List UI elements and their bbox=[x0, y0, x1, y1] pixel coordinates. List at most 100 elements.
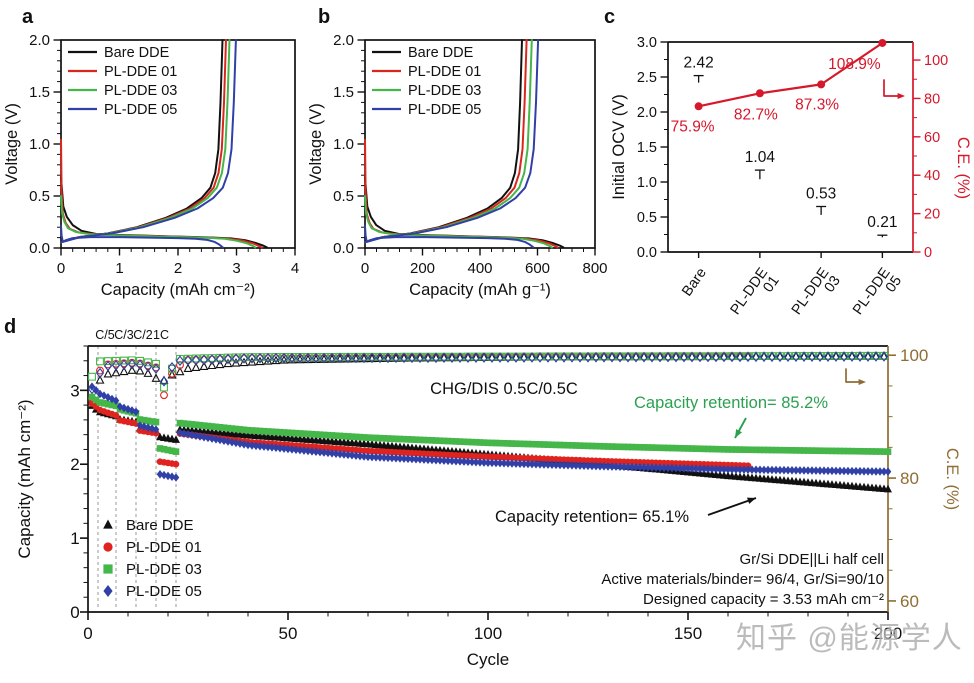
y-tick-label: 0.5 bbox=[29, 188, 50, 205]
ocv-tick-label: 1.0 bbox=[637, 175, 657, 191]
right-y-axis-title: C.E. (%) bbox=[954, 137, 972, 199]
legend-b: Bare DDE PL-DDE 01 PL-DDE 03 PL-DDE 05 bbox=[372, 45, 481, 118]
category-label: PL-DDE bbox=[728, 265, 772, 318]
ocv-tick-label: 2.0 bbox=[637, 105, 657, 121]
ce-point bbox=[878, 38, 887, 47]
x-axis-title: Capacity (mAh cm⁻²) bbox=[101, 281, 255, 299]
y-tick-label: 0.0 bbox=[29, 240, 50, 257]
x-tick-label: 0 bbox=[83, 624, 92, 643]
y-tick-label: 1.0 bbox=[333, 136, 354, 153]
ocv-value-label: 1.04 bbox=[745, 149, 776, 166]
ce-value-label: 87.3% bbox=[795, 96, 839, 113]
legend-label: PL-DDE 05 bbox=[104, 102, 177, 118]
legend-label: PL-DDE 01 bbox=[126, 539, 202, 556]
y-tick-label: 2 bbox=[70, 455, 79, 474]
axes-a: 0 1 2 3 4 0.0 0.5 1.0 1.5 2.0 bbox=[29, 32, 299, 277]
ocv-tick-label: 0.5 bbox=[637, 210, 657, 226]
watermark: 知乎 @能源学人 bbox=[736, 622, 963, 655]
ce-point bbox=[694, 102, 703, 111]
y-axis-title: Capacity (mAh cm⁻²) bbox=[15, 399, 34, 558]
legend-a: Bare DDE PL-DDE 01 PL-DDE 03 PL-DDE 05 bbox=[68, 45, 177, 118]
ce-line: 75.9% 82.7% 87.3% 108.9% bbox=[671, 38, 887, 135]
legend-label: PL-DDE 01 bbox=[408, 64, 481, 80]
ce-value-label: 108.9% bbox=[828, 56, 881, 73]
series-pl-dde-05 bbox=[364, 39, 540, 249]
legend-label: PL-DDE 03 bbox=[104, 83, 177, 99]
retention-black-annotation: Capacity retention= 65.1% bbox=[495, 508, 689, 526]
panel-a: 0 1 2 3 4 0.0 0.5 1.0 1.5 2.0 Capacity (mAh cm⁻²) V… bbox=[3, 32, 299, 299]
cell-info-line: Active materials/binder= 96/4, Gr/Si=90/… bbox=[601, 571, 884, 588]
axes-d: 0 50 100 150 200 0 1 2 3 60 80 100 bbox=[70, 345, 928, 643]
ce-point bbox=[755, 89, 764, 98]
ocv-tick-label: 1.5 bbox=[637, 140, 657, 156]
condition-annotation: CHG/DIS 0.5C/0.5C bbox=[430, 380, 578, 398]
x-tick-label: 50 bbox=[279, 624, 298, 643]
legend-label: Bare DDE bbox=[104, 45, 170, 61]
legend-label: PL-DDE 05 bbox=[408, 102, 481, 118]
x-tick-label: 0 bbox=[361, 260, 369, 277]
ocv-tick-label: 2.5 bbox=[637, 70, 657, 86]
x-tick-label: 1 bbox=[115, 260, 123, 277]
legend-label: PL-DDE 01 bbox=[104, 64, 177, 80]
capacity-series-pl-dde-05 bbox=[88, 382, 892, 482]
ce-tick-label: 40 bbox=[924, 168, 940, 184]
ocv-tick-label: 0.0 bbox=[637, 245, 657, 261]
ce-point bbox=[817, 80, 826, 89]
ce-value-label: 82.7% bbox=[734, 106, 778, 123]
ce-tick-label: 0 bbox=[924, 245, 932, 261]
ocv-value-label: 0.53 bbox=[806, 186, 836, 203]
ocv-bars: 2.42Bare1.04PL-DDE010.53PL-DDE030.21PL-D… bbox=[679, 55, 905, 318]
ocv-value-label: 0.21 bbox=[867, 214, 897, 231]
legend-label: Bare DDE bbox=[126, 517, 194, 534]
panel-c-label: c bbox=[604, 6, 616, 28]
panel-d: C/5 C/3 C/2 1C 0 50 100 150 200 0 1 2 3 60 80 100 Bare D… bbox=[15, 328, 961, 669]
y-tick-label: 2.0 bbox=[29, 32, 50, 49]
y-tick-label: 1.5 bbox=[333, 84, 354, 101]
category-label: 05 bbox=[883, 273, 905, 295]
legend-label: PL-DDE 05 bbox=[126, 583, 202, 600]
ce-tick-label: 100 bbox=[924, 53, 948, 69]
y-tick-label: 0.0 bbox=[333, 240, 354, 257]
ocv-tick-label: 3.0 bbox=[637, 35, 657, 51]
y-tick-label: 3 bbox=[70, 381, 79, 400]
category-label: PL-DDE bbox=[789, 265, 833, 318]
x-axis-title: Capacity (mAh g⁻¹) bbox=[409, 281, 551, 299]
ce-tick-label: 60 bbox=[924, 130, 940, 146]
ce-tick-label: 80 bbox=[900, 469, 919, 488]
x-tick-label: 200 bbox=[410, 260, 435, 277]
panel-d-label: d bbox=[4, 316, 17, 338]
ce-tick-label: 60 bbox=[900, 592, 919, 611]
rate-label: C/3 bbox=[114, 328, 134, 342]
ce-tick-label: 80 bbox=[924, 91, 940, 107]
panel-c: 0.0 0.5 1.0 1.5 2.0 2.5 3.0 0 20 40 60 80 100 2.42 Bar… bbox=[610, 35, 972, 318]
x-axis-title: Cycle bbox=[467, 650, 510, 669]
legend-label: PL-DDE 03 bbox=[126, 561, 202, 578]
x-tick-label: 400 bbox=[467, 260, 492, 277]
x-tick-label: 100 bbox=[474, 624, 502, 643]
category-label: 01 bbox=[760, 273, 782, 295]
panel-a-label: a bbox=[22, 6, 34, 28]
x-tick-label: 150 bbox=[674, 624, 702, 643]
ce-tick-label: 100 bbox=[900, 346, 928, 365]
y-axis-title: Voltage (V) bbox=[3, 103, 21, 185]
capacity-series-pl-dde-03 bbox=[88, 393, 892, 455]
ocv-value-label: 2.42 bbox=[684, 55, 714, 72]
y-tick-label: 0 bbox=[70, 603, 79, 622]
ce-value-label: 75.9% bbox=[671, 118, 715, 135]
y-tick-label: 1 bbox=[70, 529, 79, 548]
x-tick-label: 800 bbox=[582, 260, 607, 277]
axes-b: 0 200 400 600 800 0.0 0.5 1.0 1.5 2.0 bbox=[333, 32, 607, 277]
y-axis-title: Initial OCV (V) bbox=[610, 94, 628, 199]
x-tick-label: 3 bbox=[232, 260, 240, 277]
category-label: PL-DDE bbox=[850, 265, 894, 318]
y-axis-title: Voltage (V) bbox=[307, 103, 325, 185]
rate-label: 1C bbox=[153, 328, 169, 342]
rate-label: C/2 bbox=[133, 328, 153, 342]
right-y-axis-title: C.E. (%) bbox=[943, 448, 961, 510]
category-label: 03 bbox=[822, 273, 844, 295]
panel-b: 0 200 400 600 800 0.0 0.5 1.0 1.5 2.0 Capacity (mA… bbox=[307, 32, 608, 299]
retention-green-annotation: Capacity retention= 85.2% bbox=[634, 394, 828, 412]
y-tick-label: 0.5 bbox=[333, 188, 354, 205]
